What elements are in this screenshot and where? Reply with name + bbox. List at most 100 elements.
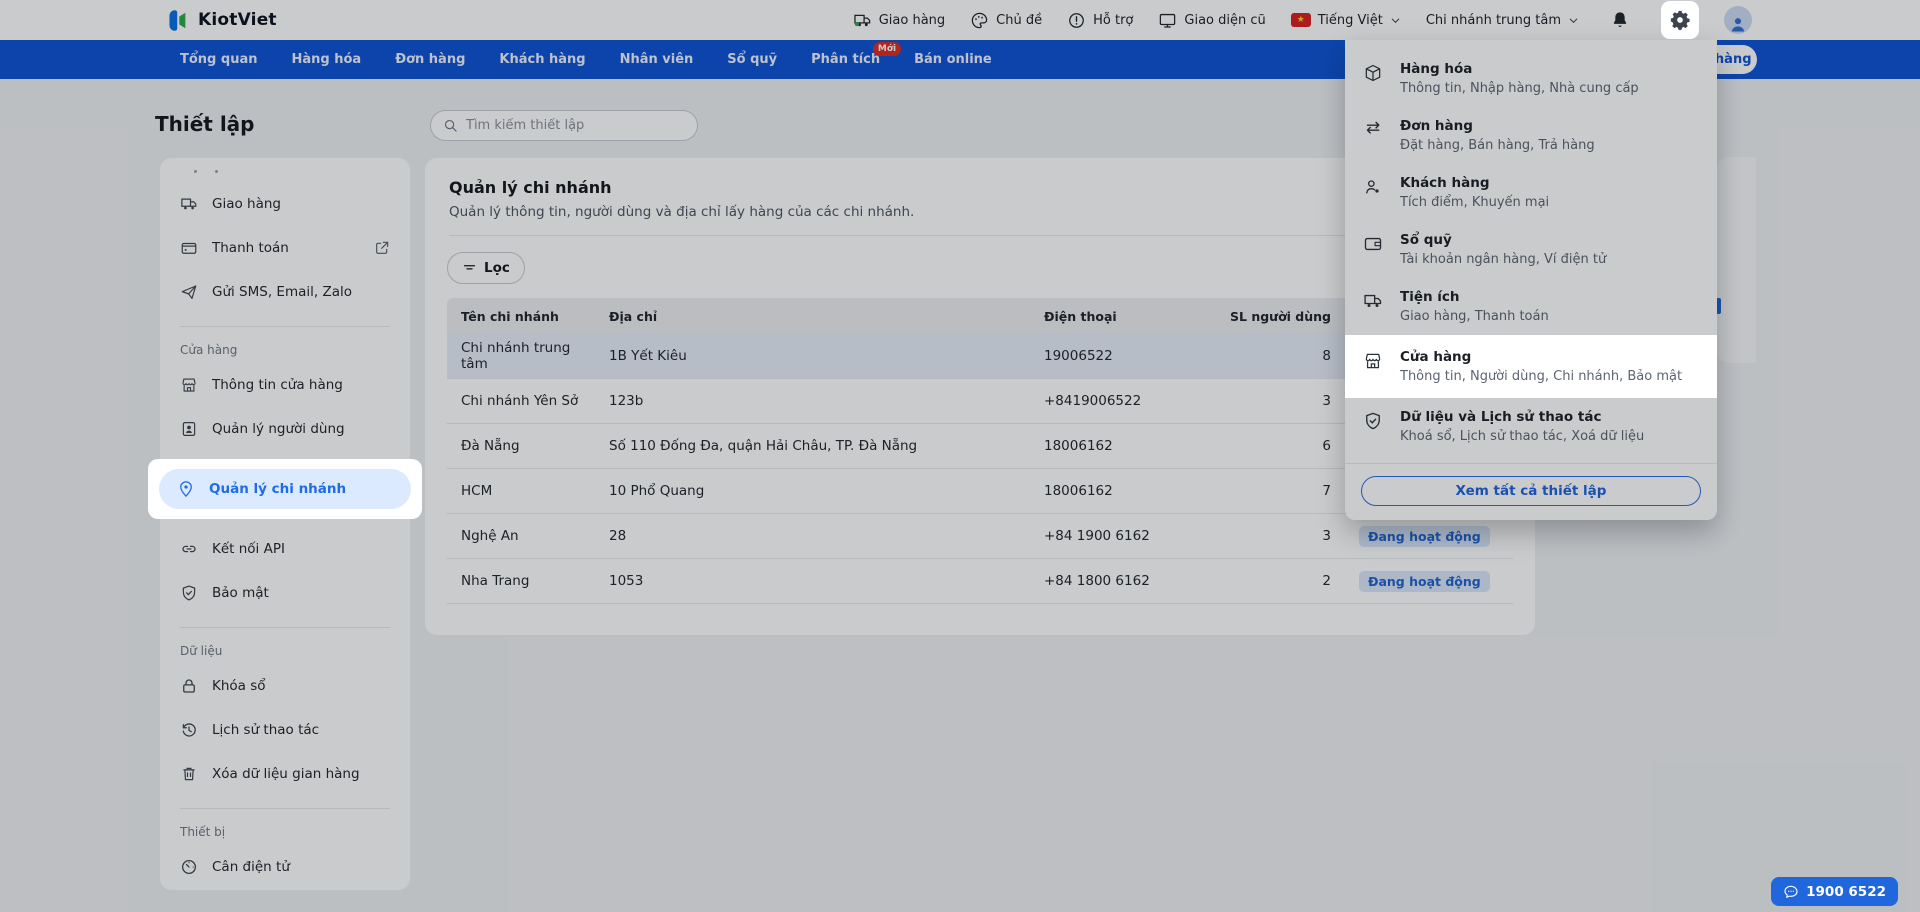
chevron-down-icon bbox=[1568, 15, 1579, 26]
trash-icon bbox=[180, 765, 198, 783]
sidebar-section-devices: Thiết bị bbox=[180, 825, 226, 839]
chat-bubble-icon bbox=[1783, 884, 1799, 900]
header-link-old-ui[interactable]: Giao diện cũ bbox=[1158, 11, 1266, 30]
sidebar-item-payment[interactable]: Thanh toán bbox=[160, 226, 410, 270]
wallet-icon bbox=[180, 239, 198, 257]
menu-item-store[interactable]: Cửa hàng Thông tin, Người dùng, Chi nhán… bbox=[1345, 335, 1717, 398]
sidebar-item-api[interactable]: Kết nối API bbox=[160, 527, 410, 571]
history-icon bbox=[180, 721, 198, 739]
menu-item-cashbook[interactable]: Sổ quỹ Tài khoản ngân hàng, Ví điện tử bbox=[1345, 221, 1717, 278]
menu-item-orders[interactable]: ⇄ Đơn hàng Đặt hàng, Bán hàng, Trả hàng bbox=[1345, 107, 1717, 164]
table-row[interactable]: HCM 10 Phổ Quang 18006162 7 bbox=[447, 469, 1513, 514]
nav-item-online-sales[interactable]: Bán online bbox=[914, 52, 992, 67]
nav-item-orders[interactable]: Đơn hàng bbox=[395, 52, 466, 67]
header-link-delivery[interactable]: Giao hàng bbox=[853, 11, 945, 30]
status-badge: Đang hoạt động bbox=[1359, 570, 1490, 592]
table-row[interactable]: Nha Trang 1053 +84 1800 6162 2 Đang hoạt… bbox=[447, 559, 1513, 604]
scale-icon bbox=[180, 858, 198, 876]
settings-dropdown-menu: Hàng hóa Thông tin, Nhập hàng, Nhà cung … bbox=[1345, 40, 1717, 520]
filter-button[interactable]: Lọc bbox=[447, 252, 525, 284]
shield-icon bbox=[180, 584, 198, 602]
background-panel-accent bbox=[1716, 298, 1721, 314]
hotline-chat-button[interactable]: 1900 6522 bbox=[1771, 877, 1898, 906]
settings-gear-button[interactable] bbox=[1661, 1, 1699, 39]
shield-icon bbox=[1361, 409, 1385, 444]
customer-icon bbox=[1361, 175, 1385, 210]
nav-item-customers[interactable]: Khách hàng bbox=[499, 52, 586, 67]
settings-sidebar: Giao hàng Thanh toán Gửi SMS, Email, Zal… bbox=[148, 158, 422, 890]
search-icon bbox=[443, 118, 458, 133]
table-header-row: Tên chi nhánh Địa chỉ Điện thoại SL ngườ… bbox=[447, 298, 1513, 334]
palette-icon bbox=[970, 11, 989, 30]
external-link-icon bbox=[374, 240, 390, 256]
store-icon bbox=[180, 376, 198, 394]
cash-book-icon bbox=[1361, 232, 1385, 267]
nav-item-overview[interactable]: Tổng quan bbox=[180, 52, 258, 67]
language-selector[interactable]: ★ Tiếng Việt bbox=[1290, 13, 1401, 28]
menu-item-customers[interactable]: Khách hàng Tích điểm, Khuyến mại bbox=[1345, 164, 1717, 221]
menu-item-utilities[interactable]: Tiện ích Giao hàng, Thanh toán bbox=[1345, 278, 1717, 335]
divider bbox=[180, 627, 390, 628]
swap-arrows-icon: ⇄ bbox=[1365, 118, 1381, 138]
user-card-icon bbox=[180, 420, 198, 438]
nav-item-cashbook[interactable]: Sổ quỹ bbox=[727, 52, 778, 67]
divider bbox=[449, 235, 1511, 236]
sidebar-item-user-management[interactable]: Quản lý người dùng bbox=[160, 407, 410, 451]
nav-item-staff[interactable]: Nhân viên bbox=[619, 52, 694, 67]
gear-icon bbox=[1669, 9, 1691, 31]
lock-icon bbox=[180, 677, 198, 695]
sidebar-item-sms-email-zalo[interactable]: Gửi SMS, Email, Zalo bbox=[160, 270, 410, 314]
status-badge: Đang hoạt động bbox=[1359, 525, 1490, 547]
table-row[interactable]: Chi nhánh trung tâm 1B Yết Kiêu 19006522… bbox=[447, 334, 1513, 379]
menu-item-products[interactable]: Hàng hóa Thông tin, Nhập hàng, Nhà cung … bbox=[1345, 50, 1717, 107]
sidebar-item-branch-management[interactable]: Quản lý chi nhánh bbox=[148, 459, 422, 519]
divider bbox=[180, 326, 390, 327]
top-header: KiotViet Giao hàng Chủ đề Hỗ trợ Giao di… bbox=[0, 0, 1920, 40]
notifications-bell-icon[interactable] bbox=[1604, 4, 1636, 36]
link-icon bbox=[180, 540, 198, 558]
scrolled-item-hint bbox=[194, 170, 410, 178]
nav-item-products[interactable]: Hàng hóa bbox=[291, 52, 362, 67]
search-input[interactable] bbox=[466, 118, 685, 133]
page-title: Thiết lập bbox=[155, 112, 255, 136]
panel-title: Quản lý chi nhánh bbox=[449, 178, 612, 197]
nav-item-analytics[interactable]: Phân tích Mới bbox=[811, 42, 902, 67]
col-header-phone: Điện thoại bbox=[1044, 308, 1117, 324]
background-panel bbox=[1716, 157, 1756, 363]
kiotviet-logo-icon bbox=[165, 8, 190, 33]
store-icon bbox=[1361, 349, 1385, 384]
sidebar-item-delete-data[interactable]: Xóa dữ liệu gian hàng bbox=[160, 752, 410, 796]
package-icon bbox=[1361, 61, 1385, 96]
settings-search[interactable] bbox=[430, 110, 698, 141]
view-all-settings-button[interactable]: Xem tất cả thiết lập bbox=[1361, 476, 1701, 506]
col-header-name: Tên chi nhánh bbox=[461, 308, 559, 324]
vietnam-flag-icon: ★ bbox=[1290, 13, 1311, 27]
sidebar-item-delivery[interactable]: Giao hàng bbox=[160, 182, 410, 226]
col-header-address: Địa chỉ bbox=[609, 308, 658, 324]
sidebar-item-action-history[interactable]: Lịch sử thao tác bbox=[160, 708, 410, 752]
sidebar-item-electronic-scale[interactable]: Cân điện tử bbox=[160, 845, 410, 889]
sidebar-item-lock-books[interactable]: Khóa sổ bbox=[160, 664, 410, 708]
header-link-theme[interactable]: Chủ đề bbox=[970, 11, 1042, 30]
panel-subtitle: Quản lý thông tin, người dùng và địa chỉ… bbox=[449, 204, 915, 220]
filter-icon bbox=[462, 261, 477, 276]
sidebar-section-data: Dữ liệu bbox=[180, 644, 223, 658]
table-row[interactable]: Đà Nẵng Số 110 Đống Đa, quận Hải Châu, T… bbox=[447, 424, 1513, 469]
sidebar-item-security[interactable]: Bảo mật bbox=[160, 571, 410, 615]
table-row[interactable]: Chi nhánh Yên Sở 123b +8419006522 3 bbox=[447, 379, 1513, 424]
kiotviet-logo[interactable]: KiotViet bbox=[165, 8, 277, 33]
col-header-users: SL người dùng bbox=[1230, 308, 1331, 324]
branch-selector[interactable]: Chi nhánh trung tâm bbox=[1426, 13, 1579, 28]
menu-item-data-history[interactable]: Dữ liệu và Lịch sử thao tác Khoá sổ, Lịc… bbox=[1345, 398, 1717, 455]
header-link-support[interactable]: Hỗ trợ bbox=[1067, 11, 1133, 30]
sidebar-section-store: Cửa hàng bbox=[180, 343, 238, 357]
user-avatar[interactable] bbox=[1724, 6, 1752, 34]
brand-name: KiotViet bbox=[198, 10, 277, 30]
truck-icon bbox=[180, 195, 198, 213]
help-bubble-icon bbox=[1067, 11, 1086, 30]
table-row[interactable]: Nghệ An 28 +84 1900 6162 3 Đang hoạt độn… bbox=[447, 514, 1513, 559]
truck-icon bbox=[1361, 289, 1385, 324]
delivery-truck-icon bbox=[853, 11, 872, 30]
sidebar-item-store-info[interactable]: Thông tin cửa hàng bbox=[160, 363, 410, 407]
